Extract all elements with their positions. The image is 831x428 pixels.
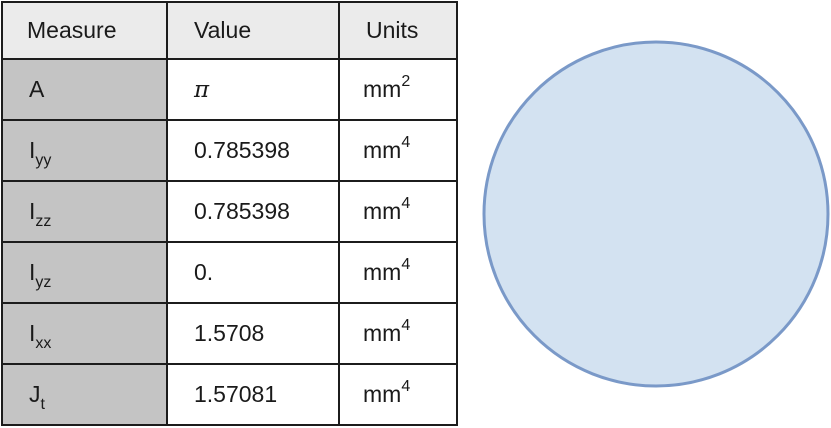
units-cell: mm4 (338, 119, 458, 182)
unit-exponent: 4 (401, 195, 411, 212)
measure-symbol: I (29, 198, 36, 224)
value-cell: 1.5708 (166, 302, 340, 365)
value-text: π (194, 76, 210, 103)
table-row-izz: Izz 0.785398 mm4 (1, 180, 458, 243)
cross-section-figure (482, 40, 830, 388)
value-cell: 0.785398 (166, 119, 340, 182)
circular-cross-section (482, 40, 830, 388)
measure-cell: A (1, 58, 168, 121)
table-row-ixx: Ixx 1.5708 mm4 (1, 302, 458, 365)
unit-exponent: 4 (401, 256, 411, 273)
measure-symbol: J (29, 381, 41, 407)
value-text: 0. (194, 259, 214, 285)
measure-subscript: t (40, 396, 45, 413)
value-text: 1.57081 (194, 381, 278, 407)
unit-exponent: 4 (401, 317, 411, 334)
value-text: 1.5708 (194, 320, 265, 346)
unit-text: mm (363, 76, 402, 102)
table-header-row: Measure Value Units (1, 1, 458, 60)
measure-cell: Ixx (1, 302, 168, 365)
value-text: 0.785398 (194, 137, 290, 163)
measure-symbol: A (29, 76, 45, 102)
unit-exponent: 4 (401, 134, 411, 151)
unit-text: mm (363, 137, 402, 163)
section-properties-table: Measure Value Units A π mm2 Iyy 0.785398… (1, 1, 458, 426)
value-cell: 0.785398 (166, 180, 340, 243)
measure-cell: Iyy (1, 119, 168, 182)
unit-exponent: 2 (401, 73, 411, 90)
table-row-iyy: Iyy 0.785398 mm4 (1, 119, 458, 182)
unit-text: mm (363, 198, 402, 224)
unit-text: mm (363, 381, 402, 407)
units-cell: mm2 (338, 58, 458, 121)
measure-subscript: zz (35, 213, 52, 230)
measure-subscript: yy (35, 152, 52, 169)
unit-text: mm (363, 320, 402, 346)
measure-cell: Iyz (1, 241, 168, 304)
measure-symbol: I (29, 137, 36, 163)
table-row-iyz: Iyz 0. mm4 (1, 241, 458, 304)
table-row-area: A π mm2 (1, 58, 458, 121)
units-cell: mm4 (338, 241, 458, 304)
units-cell: mm4 (338, 180, 458, 243)
value-cell: 0. (166, 241, 340, 304)
header-measure: Measure (1, 1, 168, 60)
units-cell: mm4 (338, 302, 458, 365)
unit-text: mm (363, 259, 402, 285)
measure-symbol: I (29, 259, 36, 285)
units-cell: mm4 (338, 363, 458, 426)
value-cell: π (166, 58, 340, 121)
header-value: Value (166, 1, 340, 60)
measure-subscript: xx (35, 335, 52, 352)
unit-exponent: 4 (401, 378, 411, 395)
measure-symbol: I (29, 320, 36, 346)
measure-cell: Jt (1, 363, 168, 426)
header-units: Units (338, 1, 458, 60)
table-row-jt: Jt 1.57081 mm4 (1, 363, 458, 426)
measure-cell: Izz (1, 180, 168, 243)
measure-subscript: yz (35, 274, 52, 291)
value-text: 0.785398 (194, 198, 290, 224)
value-cell: 1.57081 (166, 363, 340, 426)
